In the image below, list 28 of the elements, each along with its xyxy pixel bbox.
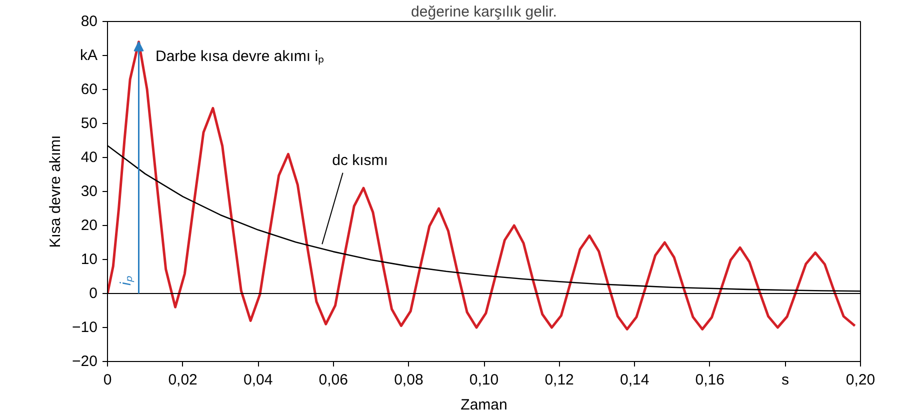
y-tick-label: −10 [72,319,98,336]
x-tick-label: 0,08 [394,372,424,388]
y-tick-label: 50 [80,115,98,132]
x-tick-label: 0,10 [469,372,499,388]
y-tick-label: kA [80,47,98,64]
y-tick-label: 30 [80,183,98,200]
x-tick-label: 0,04 [244,372,273,388]
annotation: iₚ [118,275,135,286]
annotation: Darbe kısa devre akımı iₚ [156,48,324,65]
y-tick-label: 80 [80,13,98,30]
x-tick-label: 0 [103,372,112,388]
text: değerine karşılık gelir. [411,4,557,20]
y-tick-label: 40 [80,149,98,166]
y-tick-label: 60 [80,81,98,98]
y-tick-label: 10 [80,251,98,268]
x-tick-label: 0,06 [318,372,348,388]
y-axis-title: Kısa devre akımı [47,135,64,248]
y-tick-label: −20 [72,353,98,370]
x-tick-label: 0,16 [695,372,725,388]
y-tick-label: 0 [89,285,98,302]
x-tick-label: 0,20 [846,372,876,388]
y-tick-label: 20 [80,217,98,234]
x-tick-label: 0,14 [620,372,650,388]
x-tick-label: s [781,372,789,388]
x-tick-label: 0,02 [168,372,198,388]
x-axis-title: Zaman [460,396,508,414]
annotation: dc kısmı [332,152,388,170]
x-tick-label: 0,12 [544,372,574,388]
